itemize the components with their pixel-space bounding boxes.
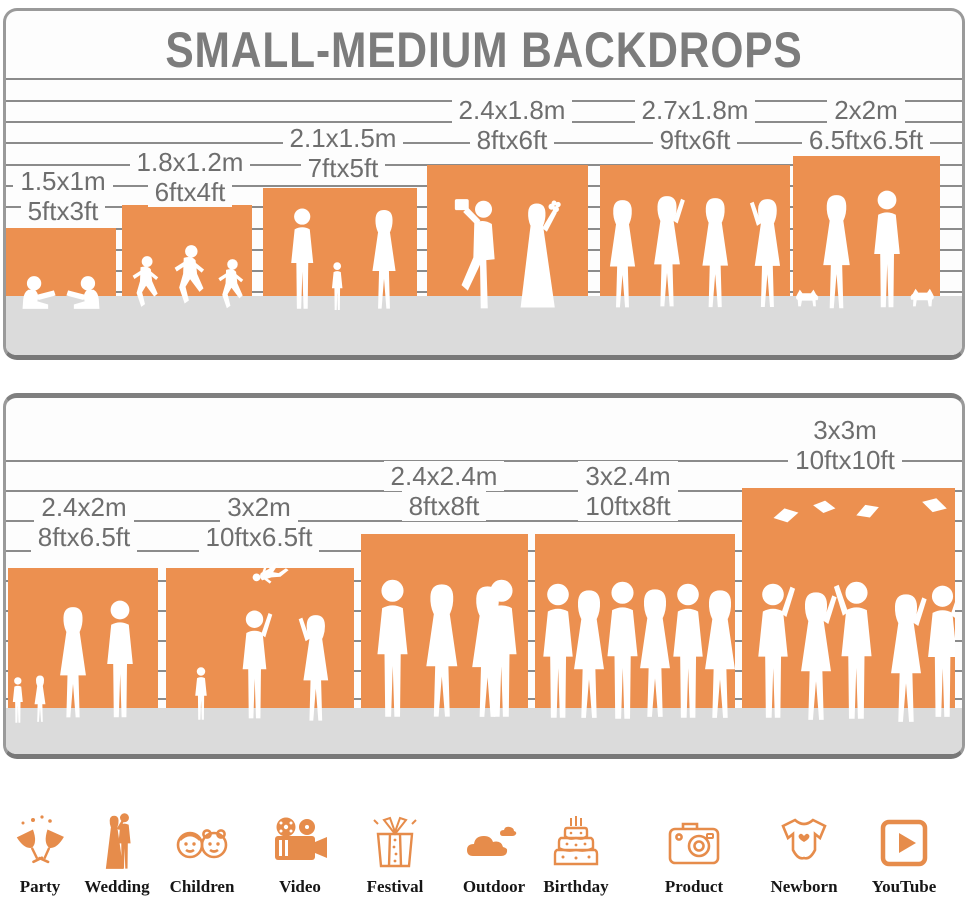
size-label-2.7x1.8m: 2.7x1.8m 9ftx6ft [595, 95, 795, 155]
graduates-throwing-caps-silhouette [742, 495, 955, 723]
category-label: Newborn [770, 877, 838, 896]
category-label: Outdoor [462, 877, 526, 896]
backdrop-block-2.4x1.8m [427, 165, 588, 309]
newborn-icon [756, 812, 852, 874]
size-label-2.1x1.5m: 2.1x1.5m 7ftx5ft [243, 123, 443, 183]
size-label-3x2m: 3x2m 10ftx6.5ft [159, 492, 359, 552]
category-label: YouTube [871, 877, 937, 896]
category-product: Product [646, 812, 742, 897]
product-icon [646, 812, 742, 874]
category-children: Children [154, 812, 250, 897]
family-walking-silhouette [12, 600, 133, 723]
category-birthday: Birthday [528, 812, 624, 897]
wedding-couple-silhouette [454, 199, 561, 309]
category-newborn: Newborn [756, 812, 852, 897]
backdrop-block-2.4x2m [8, 568, 158, 723]
children-icon [154, 812, 250, 874]
video-icon [252, 812, 348, 874]
category-youtube: YouTube [856, 812, 952, 897]
dancing-women-silhouette [609, 166, 790, 308]
parents-tossing-child-silhouette [195, 558, 354, 723]
category-wedding: Wedding [69, 812, 165, 897]
ruler-line [6, 78, 962, 80]
category-label: Party [19, 877, 61, 896]
party-icon [0, 812, 88, 874]
backdrop-block-2.7x1.8m [600, 165, 790, 308]
backdrop-block-1.8x1.2m [122, 205, 252, 309]
wedding-icon [69, 812, 165, 874]
ruler-line [6, 520, 962, 522]
size-label-2x2m: 2x2m 6.5ftx6.5ft [766, 95, 962, 155]
youtube-icon [856, 812, 952, 874]
category-festival: Festival [347, 812, 443, 897]
category-label: Festival [366, 877, 424, 896]
size-label-1.5x1m: 1.5x1m 5ftx3ft [6, 166, 163, 226]
category-video: Video [252, 812, 348, 897]
size-chart-panel-bottom: 2.4x2m 8ftx6.5ft 3x2m 10ftx6.5ft 2.4x2.4… [3, 393, 965, 759]
birthday-icon [528, 812, 624, 874]
backdrop-block-3x2.4m [535, 534, 735, 719]
category-party: Party [0, 812, 88, 897]
outdoor-icon [446, 812, 542, 874]
size-chart-panel-top: SMALL-MEDIUM BACKDROPS 1.5x1m 5ftx3ft 1.… [3, 8, 965, 360]
festival-icon [347, 812, 443, 874]
category-label: Product [664, 877, 724, 896]
size-label-2.4x2.4m: 2.4x2.4m 8ftx8ft [344, 461, 544, 521]
backdrop-block-2x2m [793, 156, 940, 309]
backdrop-block-3x2m [166, 558, 354, 708]
category-outdoor: Outdoor [446, 812, 542, 897]
family-silhouette [291, 208, 396, 311]
backdrop-block-2.1x1.5m [263, 188, 417, 311]
friends-walking-silhouette [377, 579, 517, 717]
backdrop-block-2.4x2.4m [361, 534, 528, 717]
category-label: Video [279, 877, 321, 896]
children-reading-silhouette [22, 276, 100, 309]
category-label: Children [169, 877, 235, 896]
size-label-2.4x2m: 2.4x2m 8ftx6.5ft [6, 492, 184, 552]
size-label-1.8x1.2m: 1.8x1.2m 6ftx4ft [90, 147, 290, 207]
couple-with-dogs-silhouette [796, 190, 934, 309]
backdrop-block-1.5x1m [6, 228, 116, 309]
category-label: Birthday [543, 877, 609, 896]
panel-title: SMALL-MEDIUM BACKDROPS [165, 22, 803, 78]
size-label-2.4x1.8m: 2.4x1.8m 8ftx6ft [412, 95, 612, 155]
category-label: Wedding [84, 877, 150, 896]
size-label-3x2.4m: 3x2.4m 10ftx8ft [528, 461, 728, 521]
backdrop-block-3x3m [742, 488, 955, 708]
size-label-3x3m: 3x3m 10ftx10ft [745, 415, 945, 475]
group-standing-silhouette [543, 581, 735, 719]
